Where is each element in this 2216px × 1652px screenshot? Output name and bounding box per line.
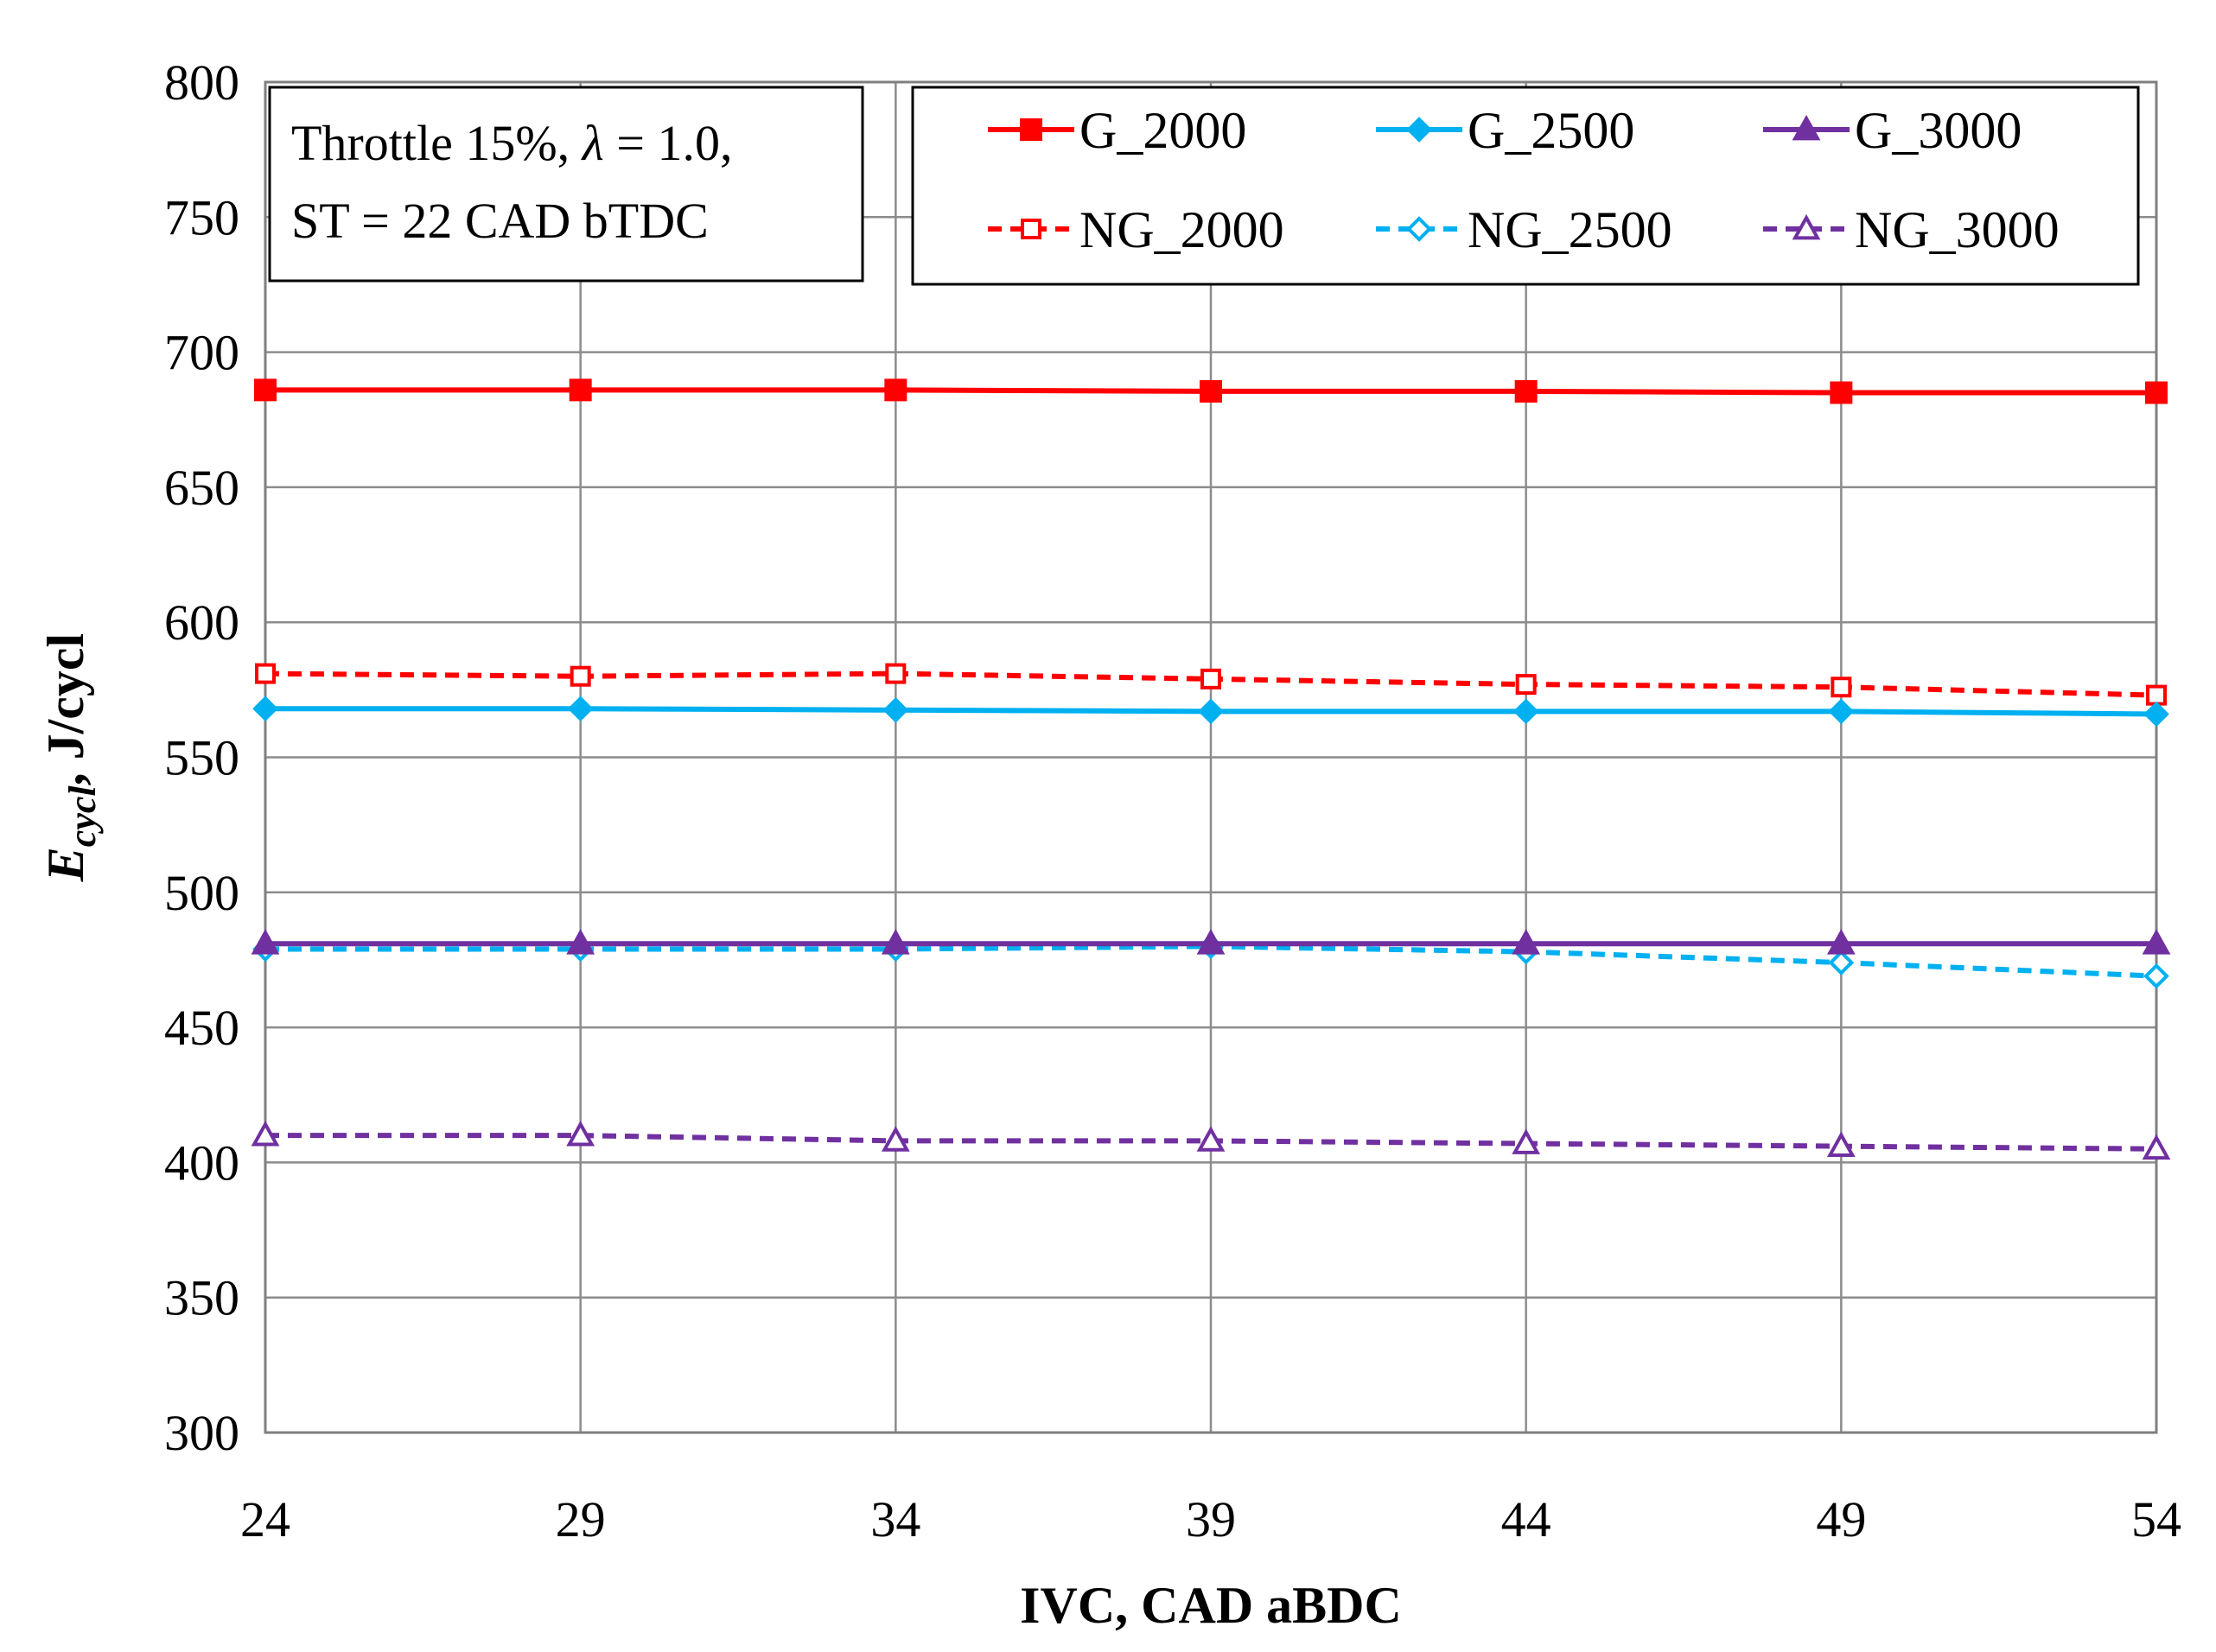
legend-item-ng-2500: NG_2500: [1376, 201, 1672, 258]
x-tick-label: 24: [240, 1491, 290, 1547]
y-tick-label: 450: [164, 1000, 239, 1056]
data-point-marker: [254, 378, 277, 402]
series-layer: [251, 378, 2171, 1160]
series-g-3000: [251, 929, 2171, 955]
x-tick-label: 39: [1186, 1491, 1236, 1547]
legend-swatch-marker: [1020, 118, 1042, 141]
data-point-marker: [1826, 1131, 1856, 1158]
y-tick-label: 400: [164, 1134, 239, 1191]
legend-item-g-2000: G_2000: [988, 102, 1246, 159]
data-point-marker: [881, 1126, 910, 1152]
conditions-annotation: Throttle 15%, λ = 1.0, ST = 22 CAD bTDC: [268, 86, 864, 283]
data-point-marker: [1196, 929, 1226, 955]
data-point-marker: [1831, 677, 1852, 698]
legend-box: [911, 86, 2140, 286]
data-point-marker: [2142, 929, 2171, 955]
legend-swatch-marker: [1021, 219, 1041, 239]
legend-label: G_2500: [1468, 102, 1634, 159]
legend-swatch-marker: [1792, 114, 1821, 141]
data-point-marker: [1515, 674, 1537, 696]
data-point-marker: [570, 665, 591, 687]
series-g-2500: [252, 696, 2169, 728]
data-point-marker: [1512, 1128, 1541, 1154]
data-point-marker: [2142, 1134, 2171, 1160]
data-point-marker: [2146, 684, 2167, 706]
data-point-marker: [1828, 950, 1855, 975]
data-point-marker: [2143, 701, 2169, 728]
data-point-marker: [881, 929, 910, 955]
data-point-marker: [1512, 929, 1541, 955]
y-tick-label: 700: [164, 325, 239, 381]
y-axis-title-symbol: E: [37, 847, 94, 882]
data-point-marker: [566, 1121, 595, 1147]
x-tick-label: 44: [1501, 1491, 1551, 1547]
legend-label: NG_3000: [1855, 201, 2060, 258]
legend-label: NG_2500: [1468, 201, 1672, 258]
lambda-symbol: λ: [581, 115, 604, 171]
x-tick-label: 49: [1816, 1491, 1866, 1547]
y-tick-labels: 300 350 400 450 500 550 600 650 700 750 800: [164, 54, 239, 1461]
data-point-marker: [251, 929, 280, 955]
y-tick-label: 500: [164, 865, 239, 921]
data-point-marker: [1200, 379, 1222, 403]
legend-swatch-marker: [1406, 117, 1432, 143]
data-point-marker: [1828, 698, 1855, 725]
legend-item-ng-3000: NG_3000: [1763, 201, 2060, 258]
x-tick-labels: 24 29 34 39 44 49 54: [240, 1491, 2181, 1547]
data-point-marker: [1200, 668, 1221, 689]
legend-label: G_3000: [1855, 102, 2022, 159]
plot-area-frame: [264, 80, 2158, 1434]
x-axis-title: IVC, CAD aBDC: [1020, 1577, 1402, 1634]
legend-item-g-2500: G_2500: [1376, 102, 1634, 159]
y-axis-title-unit: , J/cycl: [37, 633, 94, 786]
data-point-marker: [252, 696, 278, 722]
y-tick-label: 550: [164, 730, 239, 786]
annotation-suffix: = 1.0,: [604, 115, 733, 171]
legend-label: NG_2000: [1079, 201, 1284, 258]
annotation-line-2: ST = 22 CAD bTDC: [291, 193, 709, 249]
data-point-marker: [1196, 1126, 1226, 1152]
y-axis-title-subscript: cycl: [61, 785, 104, 848]
data-point-marker: [1514, 379, 1538, 403]
data-point-marker: [885, 663, 907, 684]
y-tick-label: 300: [164, 1405, 239, 1461]
series-g-2000: [254, 378, 2168, 404]
y-tick-label: 350: [164, 1270, 239, 1326]
legend-item-g-3000: G_3000: [1763, 102, 2022, 159]
data-point-marker: [566, 929, 595, 955]
annotation-line-1: Throttle 15%, λ = 1.0,: [291, 115, 733, 171]
legend-item-ng-2000: NG_2000: [988, 201, 1284, 258]
data-point-marker: [1512, 698, 1539, 725]
data-point-marker: [567, 696, 594, 722]
data-point-marker: [2145, 381, 2168, 404]
x-tick-label: 29: [556, 1491, 606, 1547]
annotation-prefix: Throttle 15%,: [291, 115, 583, 171]
data-point-marker: [1826, 929, 1856, 955]
legend-label: G_2000: [1079, 102, 1246, 159]
data-point-marker: [882, 696, 909, 723]
y-tick-label: 650: [164, 460, 239, 516]
annotation-box: [268, 86, 864, 283]
data-point-marker: [569, 378, 592, 402]
y-tick-label: 600: [164, 594, 239, 651]
x-tick-label: 34: [870, 1491, 920, 1547]
data-point-marker: [1830, 381, 1853, 404]
y-axis-title: Ecycl, J/cycl: [37, 633, 104, 882]
data-point-marker: [251, 1121, 280, 1147]
y-tick-label: 800: [164, 54, 239, 111]
legend-swatch-marker: [1792, 213, 1821, 240]
y-tick-label: 750: [164, 189, 239, 245]
data-point-marker: [1198, 698, 1224, 725]
data-point-marker: [2143, 963, 2169, 989]
x-tick-label: 54: [2131, 1491, 2181, 1547]
series-ng-2000: [255, 663, 2167, 706]
legend-swatch-marker: [1406, 216, 1432, 242]
data-point-marker: [884, 378, 907, 402]
series-ng-3000: [251, 1121, 2171, 1160]
data-point-marker: [255, 663, 276, 684]
legend: G_2000 G_2500 G_3000 NG_2000 NG_2500 NG_3000: [911, 86, 2140, 286]
